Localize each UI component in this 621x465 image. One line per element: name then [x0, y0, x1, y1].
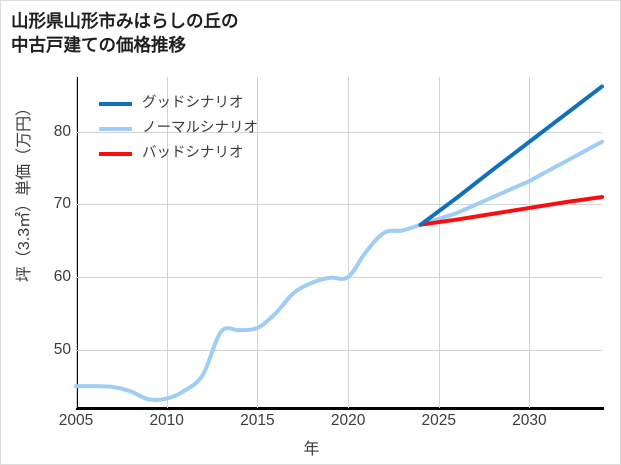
y-tick-label-60: 60 — [53, 268, 71, 286]
legend-label-normal-scenario: ノーマルシナリオ — [142, 120, 258, 136]
y-axis-spine — [76, 77, 78, 410]
series-line-normal — [74, 139, 604, 402]
y-tick-label-50: 50 — [53, 340, 71, 358]
legend-label-good-scenario: グッドシナリオ — [142, 95, 244, 111]
x-axis-spine — [76, 407, 604, 410]
gridline-y-70 — [76, 204, 602, 206]
legend-swatch-good-scenario — [99, 102, 132, 106]
series-layer — [74, 84, 604, 402]
gridline-x-2005 — [76, 77, 77, 408]
legend-swatch-bad-scenario — [99, 152, 132, 156]
x-tick-label-2020: 2020 — [330, 412, 366, 429]
x-tick-label-2025: 2025 — [421, 412, 457, 429]
legend-swatch-normal-scenario — [99, 127, 132, 131]
series-line-good — [418, 84, 604, 227]
legend-item-bad-scenario[interactable]: バッドシナリオ — [99, 143, 304, 168]
gridline-y-50 — [76, 349, 602, 351]
x-tick-label-2005: 2005 — [58, 412, 94, 429]
plot-area — [74, 77, 604, 408]
x-axis-title: 年 — [303, 441, 320, 458]
y-tick-label-70: 70 — [53, 195, 71, 213]
x-tick-label-2010: 2010 — [149, 412, 184, 429]
gridline-x-2010 — [166, 77, 168, 408]
legend-item-good-scenario[interactable]: グッドシナリオ — [99, 93, 304, 118]
gridline-x-2025 — [438, 77, 440, 408]
y-tick-label-80: 80 — [53, 122, 71, 140]
x-tick-label-2015: 2015 — [240, 412, 275, 429]
gridline-y-80 — [76, 131, 602, 133]
legend: グッドシナリオ ノーマルシナリオ バッドシナリオ — [99, 93, 304, 168]
legend-item-normal-scenario[interactable]: ノーマルシナリオ — [99, 118, 304, 143]
gridline-x-2015 — [257, 77, 259, 408]
page-title: 山形県山形市みはらしの丘の 中古戸建ての価格推移 — [11, 11, 239, 55]
x-tick-label-2030: 2030 — [512, 412, 547, 429]
gridline-x-2030 — [529, 77, 531, 408]
gridline-x-2020 — [348, 77, 350, 408]
legend-label-bad-scenario: バッドシナリオ — [142, 145, 244, 161]
y-axis-title: 坪（3.3㎡）単価（万円） — [16, 99, 33, 283]
series-line-bad — [418, 195, 604, 227]
